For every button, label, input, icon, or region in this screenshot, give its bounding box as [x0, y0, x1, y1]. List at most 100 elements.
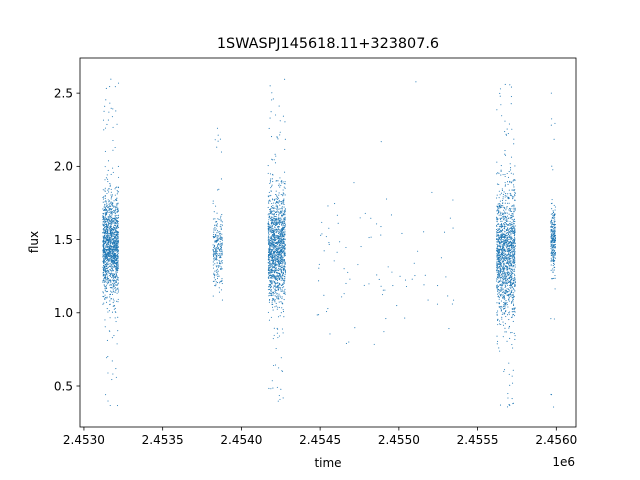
data-point	[504, 286, 506, 288]
data-point	[107, 228, 109, 230]
data-point	[276, 212, 278, 214]
data-point	[502, 213, 504, 215]
data-point	[508, 300, 510, 302]
data-point	[112, 277, 114, 279]
data-point	[108, 280, 110, 282]
data-point	[511, 246, 513, 248]
data-point	[269, 117, 271, 119]
data-point	[104, 189, 106, 191]
data-point	[115, 186, 117, 189]
data-point	[105, 284, 107, 286]
data-point	[513, 211, 515, 213]
data-point	[214, 218, 216, 220]
data-point	[108, 191, 110, 193]
data-point	[214, 236, 216, 238]
data-point	[505, 302, 507, 304]
data-point	[113, 263, 115, 265]
data-point	[502, 294, 504, 296]
data-point	[511, 229, 513, 231]
data-point	[282, 215, 284, 217]
data-point	[514, 228, 516, 230]
data-point	[551, 226, 553, 228]
data-point	[218, 235, 220, 237]
data-point	[508, 312, 510, 314]
data-point	[107, 280, 109, 282]
data-point	[111, 223, 113, 225]
data-point	[216, 266, 218, 268]
data-point	[110, 261, 112, 263]
data-point	[274, 238, 276, 240]
data-point	[215, 249, 217, 251]
data-point	[275, 282, 277, 284]
data-point	[503, 244, 505, 246]
data-point	[275, 224, 277, 226]
data-point	[114, 205, 116, 207]
data-point	[282, 238, 284, 240]
data-point	[502, 193, 504, 195]
data-point	[269, 208, 272, 210]
data-point	[554, 232, 556, 234]
data-point	[273, 216, 275, 218]
data-point	[117, 265, 119, 267]
data-point	[501, 254, 503, 256]
data-point	[318, 267, 320, 269]
data-point	[277, 277, 279, 279]
data-point	[105, 287, 107, 289]
data-point	[513, 218, 516, 220]
data-point	[502, 295, 505, 298]
data-point	[109, 223, 112, 225]
data-point	[269, 242, 271, 244]
data-point	[277, 247, 279, 249]
data-point	[283, 246, 286, 248]
data-point	[499, 248, 501, 250]
data-point	[215, 265, 217, 267]
data-point	[273, 253, 275, 255]
data-point	[513, 222, 515, 224]
data-point	[103, 262, 105, 264]
data-point	[278, 252, 280, 254]
data-point	[220, 237, 222, 239]
data-point	[115, 238, 118, 240]
data-point	[506, 218, 508, 220]
data-point	[281, 236, 283, 238]
data-point	[213, 228, 215, 230]
data-point	[278, 232, 280, 235]
data-point	[283, 259, 286, 261]
data-point	[506, 202, 509, 204]
data-point	[113, 220, 115, 222]
data-point	[278, 267, 280, 270]
data-point	[513, 251, 515, 253]
data-point	[496, 237, 498, 240]
data-point	[215, 221, 217, 223]
data-point	[219, 230, 221, 233]
data-point	[502, 241, 504, 243]
data-point	[507, 193, 509, 195]
data-point	[117, 251, 119, 253]
data-point	[512, 180, 514, 182]
data-point	[113, 232, 116, 234]
data-point	[271, 261, 273, 263]
data-point	[270, 289, 272, 291]
data-point	[512, 287, 514, 289]
data-point	[277, 207, 279, 209]
data-point	[267, 266, 270, 268]
data-point	[506, 212, 508, 214]
data-point	[281, 256, 283, 259]
data-point	[404, 317, 406, 319]
data-point	[500, 226, 502, 228]
data-point	[276, 246, 278, 248]
data-point	[104, 289, 106, 291]
data-point	[511, 261, 513, 263]
data-point	[399, 275, 401, 277]
data-point	[112, 302, 114, 304]
data-point	[511, 251, 513, 253]
data-point	[221, 253, 223, 255]
data-point	[278, 248, 280, 250]
data-point	[107, 245, 109, 247]
data-point	[103, 261, 105, 263]
data-point	[501, 248, 503, 250]
data-point	[112, 273, 114, 275]
data-point	[497, 293, 499, 295]
data-point	[281, 275, 283, 277]
data-point	[103, 238, 105, 240]
